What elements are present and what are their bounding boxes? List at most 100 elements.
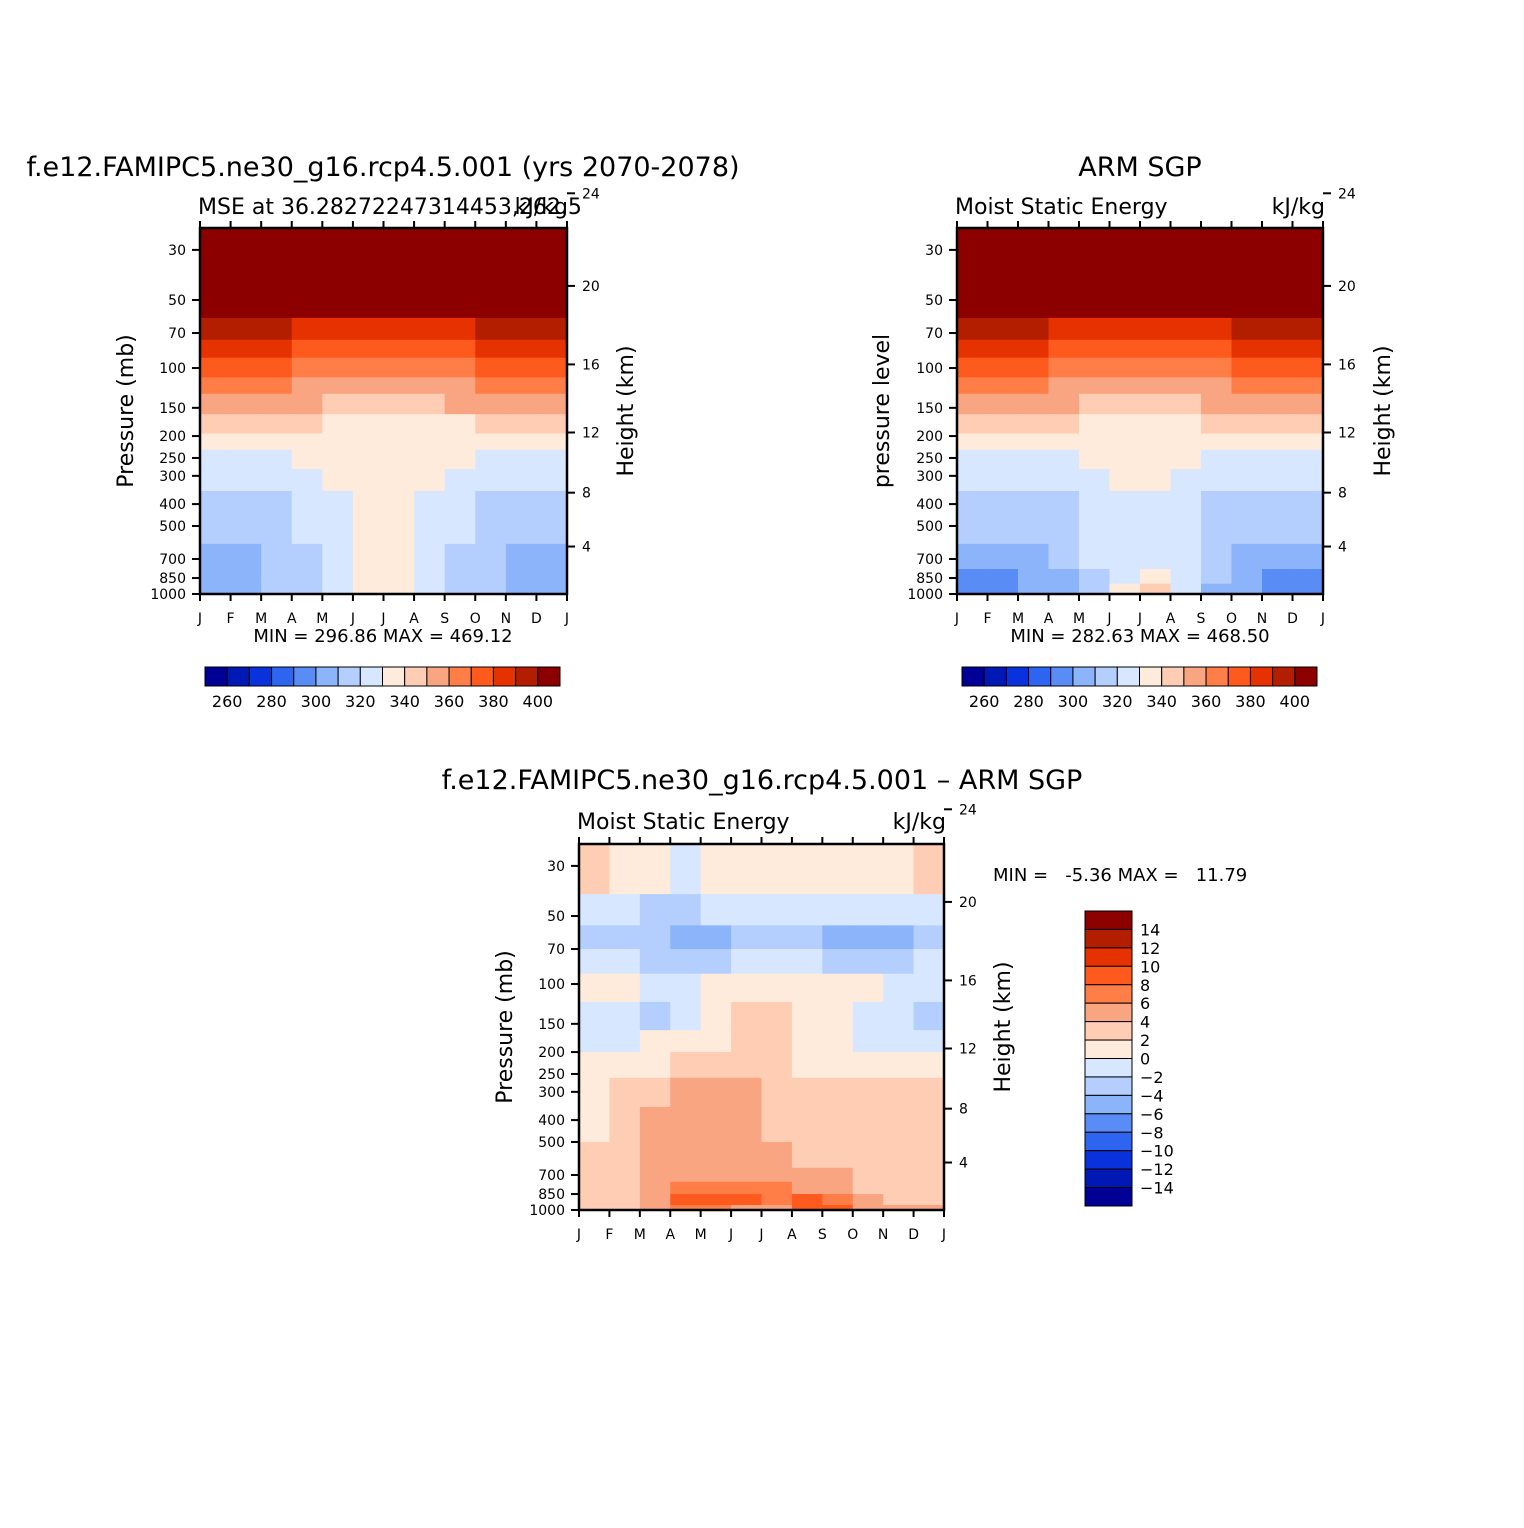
y-tick-label-right: 8 xyxy=(959,1102,968,1118)
contour-cell xyxy=(1262,393,1294,415)
x-tick-label: J xyxy=(350,611,355,627)
contour-cell xyxy=(1109,515,1141,545)
contour-cell xyxy=(883,925,915,950)
contour-cell xyxy=(505,568,538,585)
contour-cell xyxy=(700,925,732,950)
x-tick-label: J xyxy=(1106,611,1111,627)
contour-cell xyxy=(579,1052,611,1079)
colorbar-label: 320 xyxy=(345,692,376,711)
contour-cell xyxy=(291,543,323,570)
contour-cell xyxy=(536,490,568,517)
contour-cell xyxy=(1170,317,1202,341)
contour-cell xyxy=(1170,433,1202,451)
contour-cell xyxy=(791,894,823,926)
contour-cell xyxy=(1109,339,1141,359)
contour-cell xyxy=(383,543,415,570)
contour-cell xyxy=(1201,339,1233,359)
contour-cell xyxy=(383,228,415,319)
contour-cell xyxy=(444,449,476,470)
contour-cell xyxy=(639,1052,671,1079)
contour-cell xyxy=(609,1030,641,1053)
colorbar-box xyxy=(271,666,295,687)
contour-cell xyxy=(1048,583,1080,595)
contour-cell xyxy=(475,433,507,451)
contour-cell xyxy=(200,433,232,451)
contour-cell xyxy=(291,449,323,470)
contour-cell xyxy=(822,925,854,950)
y-tick-label-right: 8 xyxy=(1338,486,1347,502)
contour-cell xyxy=(505,490,538,517)
contour-cell xyxy=(475,543,507,570)
contour-cell xyxy=(352,490,385,517)
y-tick-label: 70 xyxy=(925,326,943,342)
contour-cell xyxy=(822,1052,854,1079)
contour-cell xyxy=(261,583,293,595)
contour-cell xyxy=(1048,228,1080,319)
contour-cell xyxy=(957,357,989,378)
contour-cell xyxy=(883,1141,915,1169)
contour-cell xyxy=(1018,317,1050,341)
contour-cell xyxy=(1109,583,1141,595)
contour-cell xyxy=(852,949,884,975)
contour-cell xyxy=(852,925,884,950)
contour-cell xyxy=(913,844,945,895)
contour-cell xyxy=(1048,568,1080,585)
contour-cell xyxy=(291,339,323,359)
contour-cell xyxy=(670,1141,702,1169)
y-tick-label: 150 xyxy=(538,1017,565,1033)
contour-cell xyxy=(200,568,232,585)
contour-cell xyxy=(822,1106,854,1143)
colorbar-box xyxy=(1084,1094,1133,1115)
contour-cell xyxy=(1109,317,1141,341)
panel-model-units: kJ/kg xyxy=(515,195,568,220)
contour-cell xyxy=(987,568,1019,585)
contour-cell xyxy=(852,1167,884,1183)
contour-cell xyxy=(670,973,702,1003)
contour-cell xyxy=(700,973,732,1003)
x-tick-label: J xyxy=(941,1227,946,1243)
contour-cell xyxy=(731,1167,763,1183)
y-tick-label: 200 xyxy=(159,429,186,445)
contour-cell xyxy=(322,393,354,415)
y-tick-label: 250 xyxy=(916,451,943,467)
colorbar-label: 300 xyxy=(1058,692,1089,711)
contour-cell xyxy=(475,449,507,470)
contour-cell xyxy=(1048,339,1080,359)
panel-diff-units: kJ/kg xyxy=(893,810,946,835)
panel-diff-stats: MIN = -5.36 MAX = 11.79 xyxy=(993,865,1247,886)
colorbar-label: 6 xyxy=(1140,994,1150,1013)
y-tick-label: 250 xyxy=(159,451,186,467)
contour-cell xyxy=(1201,317,1233,341)
contour-cell xyxy=(1140,515,1172,545)
contour-cell xyxy=(261,228,293,319)
contour-cell xyxy=(822,949,854,975)
contour-cell xyxy=(579,1106,611,1143)
colorbar-label: 12 xyxy=(1140,939,1160,958)
y-tick-label: 30 xyxy=(925,243,943,259)
contour-cell xyxy=(505,543,538,570)
contour-cell xyxy=(609,925,641,950)
contour-cell xyxy=(639,973,671,1003)
y-tick-label: 150 xyxy=(916,401,943,417)
contour-cell xyxy=(913,894,945,926)
contour-cell xyxy=(1231,393,1263,415)
x-tick-label: J xyxy=(380,611,385,627)
contour-cell xyxy=(352,339,385,359)
contour-cell xyxy=(444,568,476,585)
contour-cell xyxy=(883,1106,915,1143)
colorbar-box xyxy=(1005,666,1030,687)
colorbar-box xyxy=(204,666,228,687)
colorbar-box xyxy=(1084,1058,1133,1078)
contour-cell xyxy=(414,228,446,319)
contour-cell xyxy=(291,568,323,585)
y-tick-label: 100 xyxy=(159,361,186,377)
colorbar-label: 380 xyxy=(478,692,509,711)
contour-cell xyxy=(1079,568,1111,585)
colorbar-label: 2 xyxy=(1140,1031,1150,1050)
contour-cell xyxy=(957,568,989,585)
contour-cell xyxy=(1292,568,1324,585)
y-tick-label-right: 4 xyxy=(1338,540,1347,556)
contour-cell xyxy=(700,1001,732,1031)
